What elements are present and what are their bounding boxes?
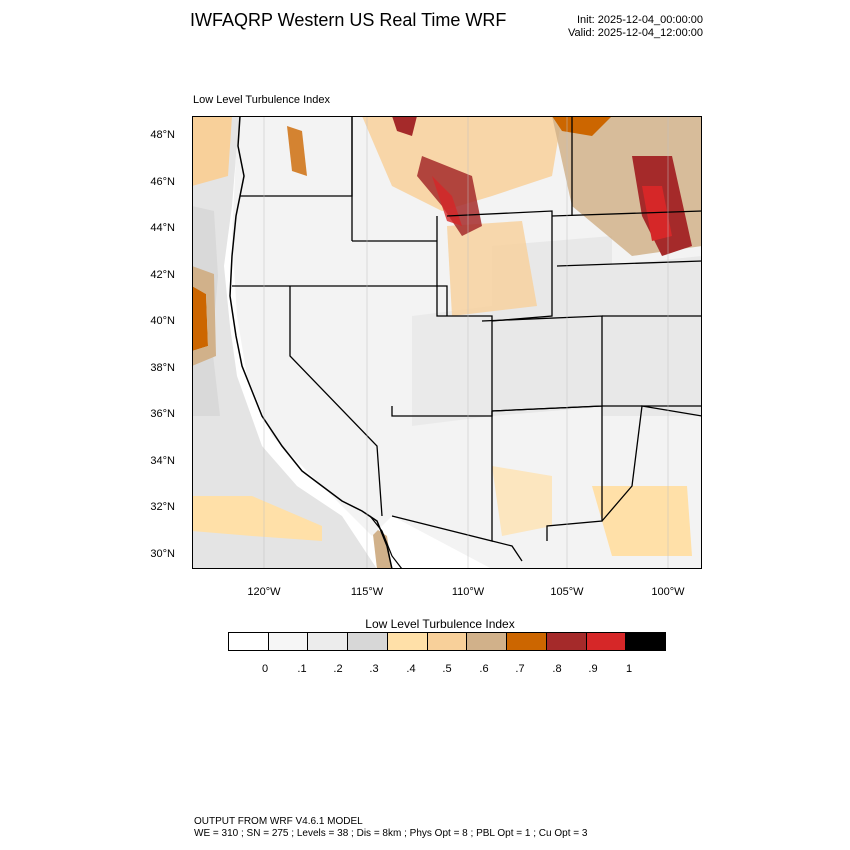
colorbar-label: 0 bbox=[261, 663, 269, 675]
graticule bbox=[263, 116, 669, 569]
lat-label: 44°N bbox=[150, 222, 175, 234]
colorbar-swatch bbox=[546, 633, 587, 650]
model-info-line2: WE = 310 ; SN = 275 ; Levels = 38 ; Dis … bbox=[194, 828, 588, 839]
land-shading bbox=[232, 116, 702, 569]
colorbar-label: 1 bbox=[625, 663, 633, 675]
colorbar-swatch bbox=[626, 633, 666, 650]
lat-label: 40°N bbox=[150, 315, 175, 327]
lat-label: 46°N bbox=[150, 176, 175, 188]
colorbar-swatch bbox=[467, 633, 508, 650]
colorbar-swatch bbox=[507, 633, 547, 650]
colorbar-swatch bbox=[268, 633, 309, 650]
lat-label: 32°N bbox=[150, 501, 175, 513]
plot-title: IWFAQRP Western US Real Time WRF bbox=[190, 10, 507, 30]
turbulence-map bbox=[192, 115, 703, 570]
colorbar-swatch bbox=[308, 633, 349, 650]
lon-label: 105°W bbox=[550, 586, 584, 598]
colorbar-swatch bbox=[229, 633, 269, 650]
lon-label: 100°W bbox=[651, 586, 685, 598]
lon-label: 115°W bbox=[350, 586, 384, 598]
lat-label: 38°N bbox=[150, 362, 175, 374]
colorbar-label: .7 bbox=[515, 663, 525, 675]
colorbar-label: .9 bbox=[588, 663, 598, 675]
colorbar-swatch bbox=[348, 633, 388, 650]
colorbar-label: .4 bbox=[406, 663, 416, 675]
colorbar-title: Low Level Turbulence Index bbox=[365, 617, 515, 631]
lon-label: 120°W bbox=[247, 586, 281, 598]
lat-label: 36°N bbox=[150, 408, 175, 420]
state-borders bbox=[232, 116, 703, 562]
lat-label: 42°N bbox=[150, 269, 175, 281]
valid-time: Valid: 2025-12-04_12:00:00 bbox=[568, 27, 703, 39]
model-info-line1: OUTPUT FROM WRF V4.6.1 MODEL bbox=[194, 816, 363, 827]
colorbar-label: .3 bbox=[369, 663, 379, 675]
colorbar-swatch bbox=[586, 633, 627, 650]
colorbar bbox=[228, 632, 666, 651]
colorbar-label: .2 bbox=[333, 663, 343, 675]
colorbar-swatch bbox=[387, 633, 428, 650]
map-panel bbox=[192, 115, 703, 570]
colorbar-label: .8 bbox=[552, 663, 562, 675]
colorbar-label: .1 bbox=[297, 663, 307, 675]
lat-label: 30°N bbox=[150, 548, 175, 560]
init-time: Init: 2025-12-04_00:00:00 bbox=[577, 14, 703, 26]
colorbar-label: .6 bbox=[479, 663, 489, 675]
lat-label: 34°N bbox=[150, 455, 175, 467]
colorbar-label: .5 bbox=[442, 663, 452, 675]
lon-label: 110°W bbox=[451, 586, 485, 598]
colorbar-swatch bbox=[427, 633, 468, 650]
lat-label: 48°N bbox=[150, 129, 175, 141]
field-label: Low Level Turbulence Index bbox=[193, 94, 330, 106]
ocean-shading bbox=[192, 116, 392, 569]
